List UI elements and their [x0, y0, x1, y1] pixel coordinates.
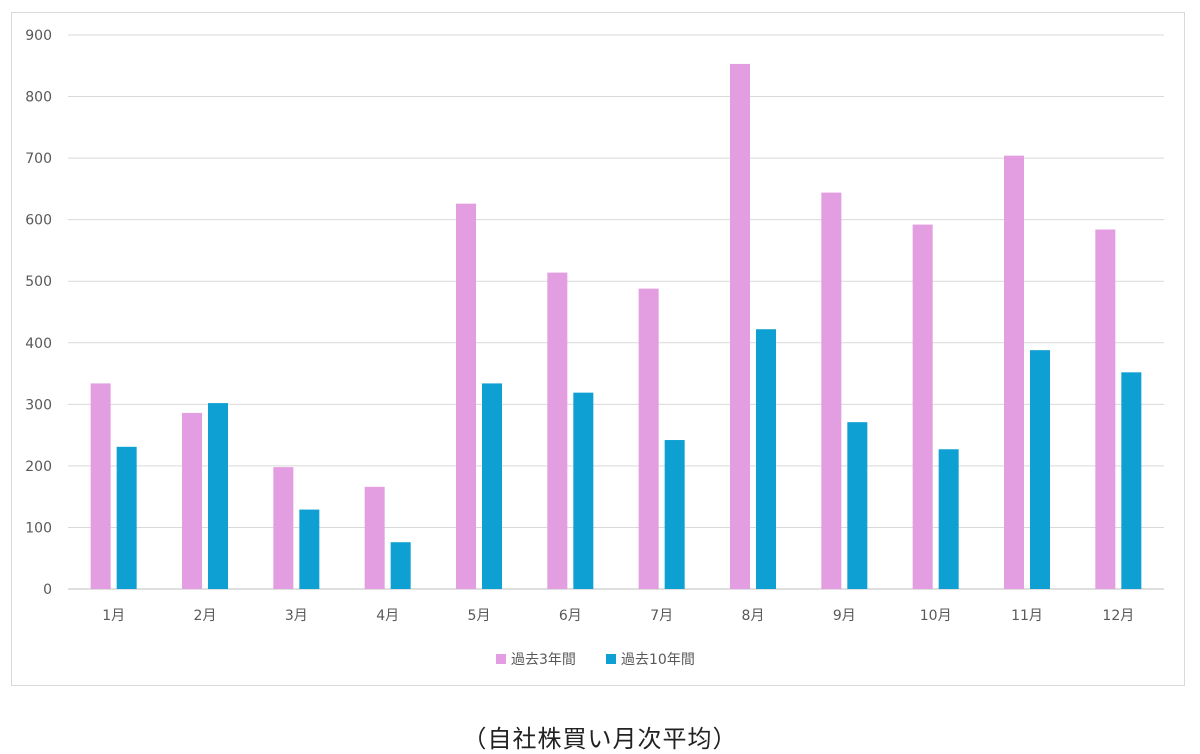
bars: [90, 63, 1142, 590]
bar-series2: [847, 422, 868, 589]
x-tick-label: 12月: [1102, 608, 1134, 624]
bar-series2: [1030, 350, 1050, 589]
legend-swatch: [606, 654, 616, 664]
legend: 過去3年間 過去10年間: [496, 652, 695, 668]
bar-series1: [364, 486, 385, 589]
legend-label: 過去10年間: [621, 652, 695, 668]
bar-series2: [390, 542, 411, 589]
x-tick-label: 8月: [742, 608, 765, 624]
x-tick-label: 1月: [102, 608, 125, 624]
y-tick-label: 200: [25, 459, 52, 475]
bar-chart: 0 100 200 300 400 500 600 700 800 900 1月 2月 3月 4月 5月 6…: [25, 28, 1164, 668]
x-tick-label: 9月: [833, 608, 856, 624]
y-axis-tick-labels: 0 100 200 300 400 500 600 700 800 900: [25, 28, 52, 598]
y-tick-label: 500: [25, 274, 52, 290]
bar-series2: [573, 392, 594, 589]
legend-label: 過去3年間: [511, 652, 576, 668]
bar-series2: [299, 509, 320, 589]
y-tick-label: 600: [25, 213, 52, 229]
bar-series1: [912, 224, 933, 589]
bar-series1: [182, 412, 202, 589]
bar-series1: [547, 272, 568, 589]
bar-series1: [1004, 155, 1024, 589]
x-axis-tick-labels: 1月 2月 3月 4月 5月 6月 7月 8月 9月 10月 11月 12月: [102, 608, 1134, 624]
chart-caption: （自社株買い月次平均）: [462, 725, 738, 753]
bar-series2: [664, 440, 685, 589]
y-tick-label: 700: [25, 151, 52, 167]
x-tick-label: 10月: [920, 608, 952, 624]
bar-series1: [273, 467, 294, 589]
x-tick-label: 7月: [650, 608, 673, 624]
x-tick-label: 11月: [1011, 608, 1043, 624]
y-tick-label: 900: [25, 28, 52, 44]
bar-series1: [730, 63, 750, 590]
x-tick-label: 6月: [559, 608, 582, 624]
y-tick-label: 100: [25, 520, 52, 536]
gridlines: [68, 34, 1164, 590]
bar-series2: [1121, 372, 1142, 589]
y-tick-label: 300: [25, 397, 52, 413]
y-tick-label: 0: [43, 582, 52, 598]
y-tick-label: 400: [25, 336, 52, 352]
bar-series2: [756, 329, 776, 589]
bar-series1: [638, 288, 659, 589]
x-tick-label: 5月: [468, 608, 491, 624]
x-tick-label: 2月: [194, 608, 217, 624]
x-tick-label: 4月: [376, 608, 399, 624]
bar-series1: [1095, 229, 1116, 589]
legend-swatch: [496, 654, 506, 664]
bar-series2: [482, 383, 502, 589]
bar-series1: [821, 192, 842, 590]
y-tick-label: 800: [25, 90, 52, 106]
bar-series2: [938, 449, 959, 589]
bar-series1: [90, 383, 111, 589]
x-tick-label: 3月: [285, 608, 308, 624]
chart-frame: [11, 12, 1185, 686]
bar-series2: [116, 446, 137, 589]
bar-series2: [208, 403, 228, 589]
bar-series1: [456, 203, 476, 589]
